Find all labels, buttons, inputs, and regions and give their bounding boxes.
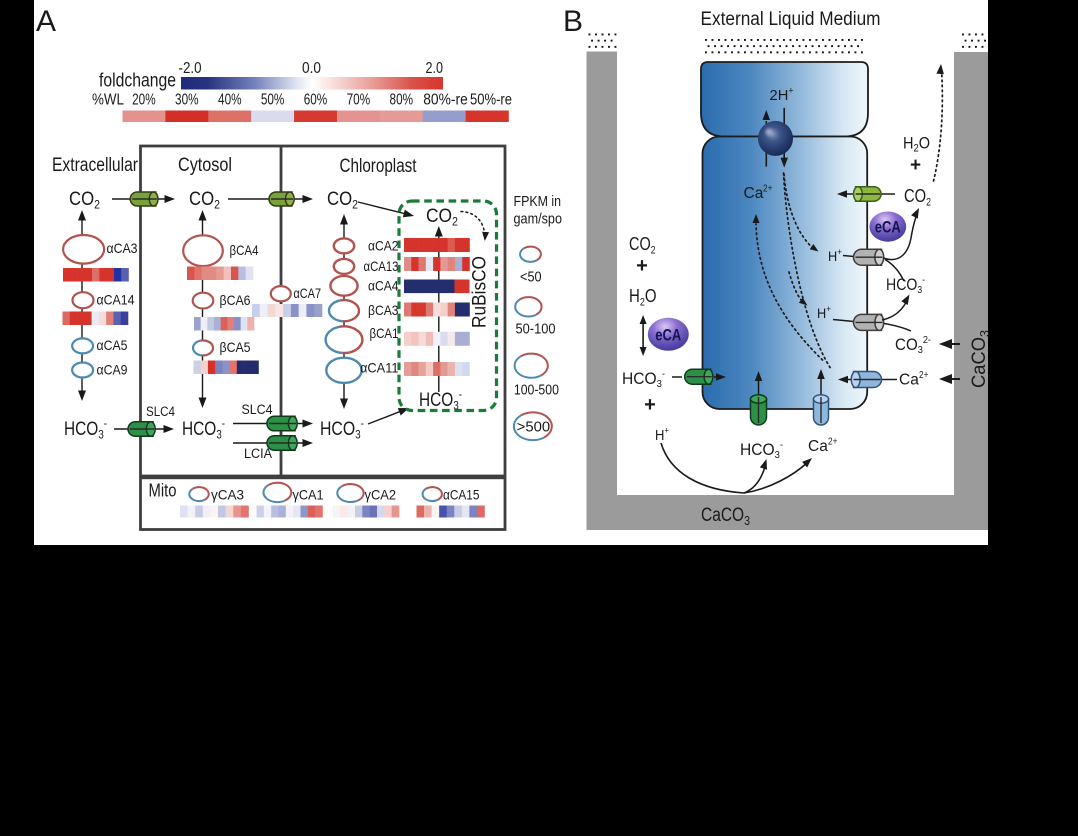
svg-text:<50: <50 [520,270,542,286]
svg-text:CaCO3: CaCO3 [969,330,992,388]
svg-text:αCA4: αCA4 [368,277,399,293]
svg-text:Ca: Ca [744,185,764,202]
svg-text:2H+: 2H+ [770,86,794,104]
svg-text:CO2: CO2 [904,185,931,208]
svg-text:Mito: Mito [149,481,177,501]
svg-text:CO2: CO2 [629,233,656,256]
svg-text:CO2: CO2 [327,189,358,211]
svg-text:βCA1: βCA1 [370,325,399,341]
svg-text:External Liquid Medium: External Liquid Medium [701,9,881,30]
svg-text:+: + [636,255,648,277]
svg-text:βCA4: βCA4 [230,242,259,258]
svg-text:αCA14: αCA14 [97,292,135,308]
svg-text:αCA15: αCA15 [443,487,480,503]
svg-text:HCO3-: HCO3- [740,440,783,461]
svg-text:eCA: eCA [875,219,901,237]
svg-text:50-100: 50-100 [516,322,556,338]
svg-text:αCA11: αCA11 [360,360,399,376]
svg-text:30%: 30% [175,91,199,108]
svg-text:B: B [563,5,583,38]
svg-text:20%: 20% [132,91,156,108]
svg-text:Chloroplast: Chloroplast [340,156,418,177]
svg-text:Extracellular: Extracellular [52,155,139,176]
svg-text:γCA3: γCA3 [211,487,244,503]
svg-text:γCA1: γCA1 [293,487,324,503]
svg-text:αCA5: αCA5 [97,337,128,353]
svg-text:Cytosol: Cytosol [178,155,232,176]
svg-text:-2.0: -2.0 [179,60,202,77]
svg-text:CO2: CO2 [426,205,458,229]
svg-text:αCA7: αCA7 [294,285,322,301]
svg-text:CO2: CO2 [69,189,100,211]
svg-text:2+: 2+ [763,183,773,195]
svg-text:0.0: 0.0 [302,60,321,77]
svg-text:Ca: Ca [899,372,919,389]
svg-text:βCA3: βCA3 [368,302,399,318]
svg-text:SLC4: SLC4 [146,404,175,420]
svg-text:H2O: H2O [903,134,930,155]
svg-text:FPKM in: FPKM in [514,194,562,210]
svg-text:100-500: 100-500 [514,383,559,399]
svg-text:50%-re: 50%-re [470,91,512,108]
svg-text:CO32-: CO32- [895,335,931,356]
svg-text:αCA3: αCA3 [107,240,138,256]
svg-text:βCA6: βCA6 [220,292,251,308]
svg-text:%WL: %WL [92,91,124,108]
svg-text:foldchange: foldchange [99,71,176,92]
svg-text:αCA9: αCA9 [97,362,128,378]
svg-text:A: A [36,5,56,38]
svg-text:CaCO3: CaCO3 [701,505,750,528]
svg-text:SLC4: SLC4 [242,402,273,418]
svg-text:80%-re: 80%-re [423,91,468,108]
svg-text:αCA13: αCA13 [364,258,399,274]
svg-text:eCA: eCA [655,327,681,345]
svg-text:70%: 70% [347,91,371,108]
svg-text:LCIA: LCIA [244,446,272,462]
svg-text:2+: 2+ [919,369,929,381]
svg-text:HCO3-: HCO3- [622,369,665,390]
svg-text:60%: 60% [304,91,328,108]
svg-text:RuBisCO: RuBisCO [469,256,491,328]
svg-text:βCA5: βCA5 [220,339,251,355]
svg-text:+: + [644,394,656,416]
svg-text:2+: 2+ [828,436,838,448]
svg-text:80%: 80% [390,91,414,108]
svg-text:αCA2: αCA2 [368,237,399,253]
svg-text:>500: >500 [517,420,551,436]
svg-text:50%: 50% [261,91,285,108]
svg-text:Ca: Ca [808,438,828,455]
svg-text:2.0: 2.0 [426,60,444,77]
svg-text:gam/spo: gam/spo [514,212,563,228]
svg-text:γCA2: γCA2 [365,487,397,503]
svg-text:H2O: H2O [629,285,657,308]
svg-text:CO2: CO2 [189,189,220,211]
svg-text:+: + [910,155,921,176]
svg-text:40%: 40% [218,91,242,108]
svg-text:HCO3-: HCO3- [886,275,925,296]
